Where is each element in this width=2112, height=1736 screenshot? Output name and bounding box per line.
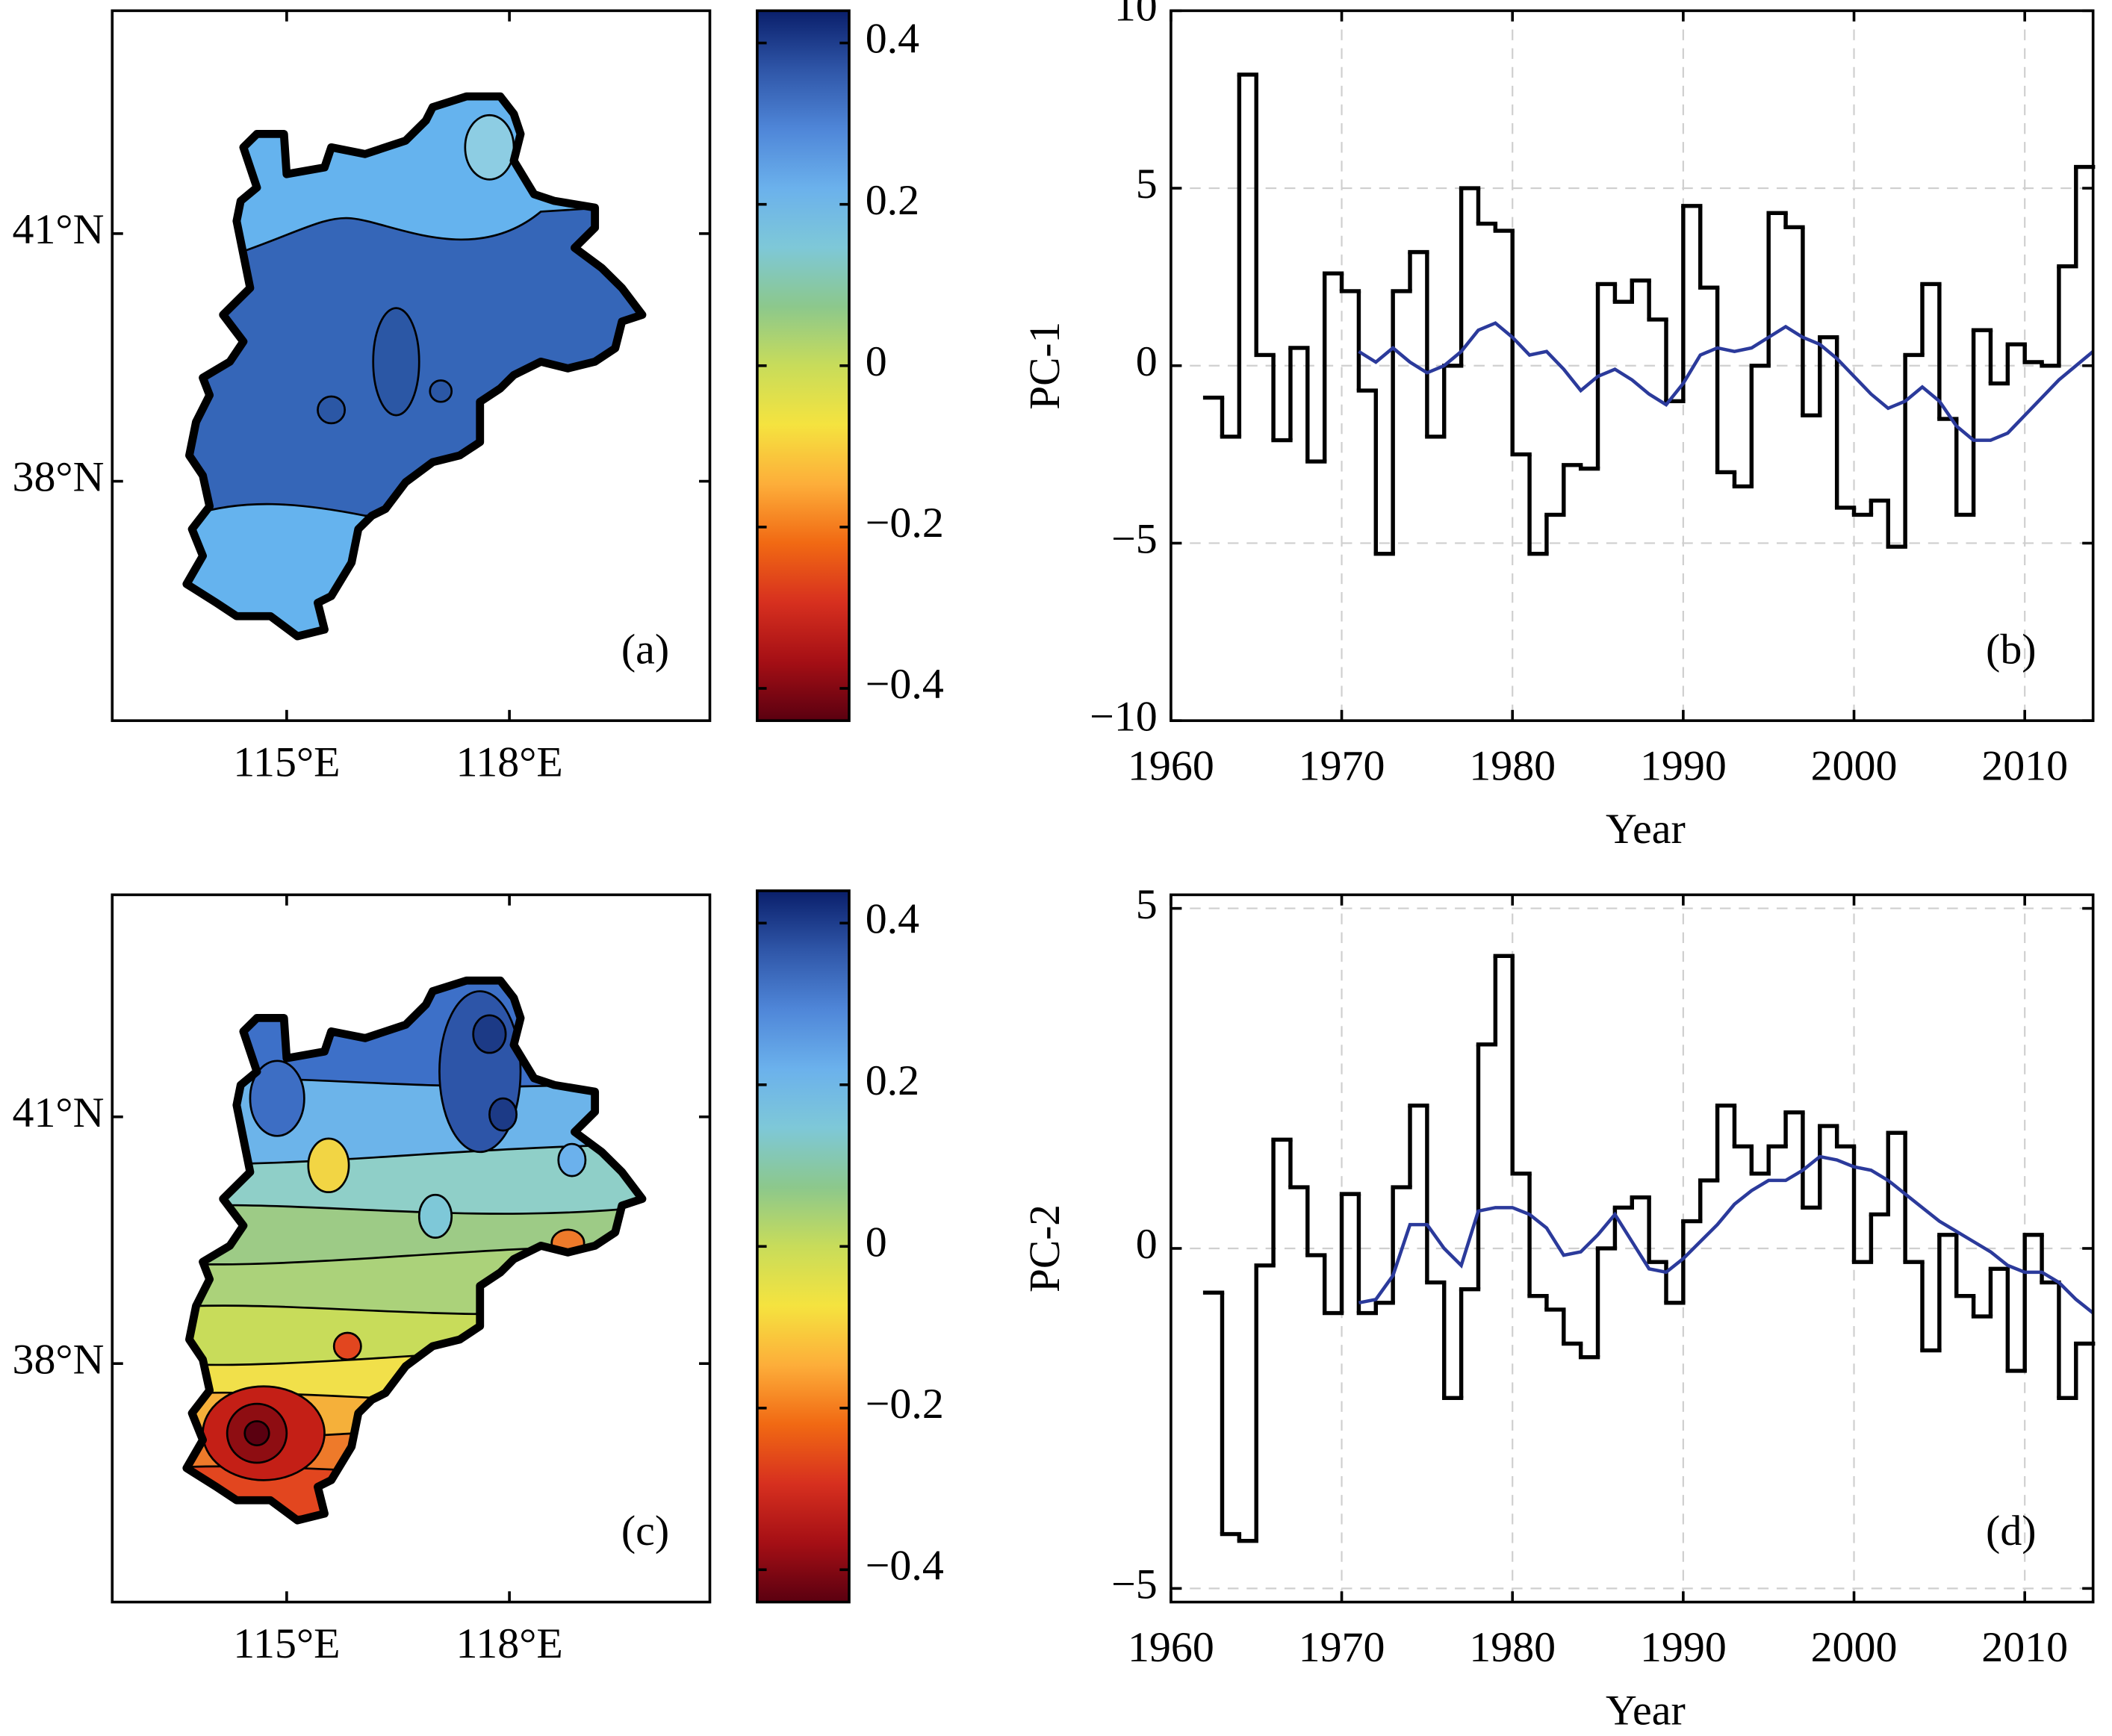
contour-region: [186, 1385, 642, 1521]
region-outline: [182, 92, 647, 641]
map-fill: [186, 96, 642, 637]
contour-region: [249, 1060, 305, 1137]
y-tick-label: 5: [1136, 881, 1158, 928]
colorbar-tick-label: −0.2: [866, 500, 944, 547]
y-tick-label: 41°N: [12, 206, 104, 253]
x-tick-label: 2010: [1981, 1624, 2068, 1671]
contour-region: [417, 1193, 453, 1239]
x-tick-label: 1990: [1640, 1624, 1727, 1671]
panel-label: (a): [621, 626, 669, 673]
x-tick-label: 1980: [1469, 1624, 1556, 1671]
contour-region: [186, 1499, 642, 1521]
y-tick-label: −5: [1111, 1561, 1158, 1608]
y-axis-label: PC-1: [1022, 322, 1069, 410]
colorbar-tick-label: 0.4: [866, 896, 919, 943]
x-tick-label: 118°E: [456, 1620, 562, 1667]
y-tick-label: 38°N: [12, 1337, 104, 1384]
x-tick-label: 1990: [1640, 743, 1727, 790]
smoothed-line: [1358, 321, 2095, 442]
colorbar: [756, 889, 851, 1604]
colorbar-tick-label: −0.4: [866, 661, 944, 708]
x-tick-label: 2000: [1811, 1624, 1898, 1671]
contour-region: [488, 1097, 518, 1132]
x-tick-label: 1960: [1128, 1624, 1214, 1671]
y-tick-label: 0: [1136, 338, 1158, 385]
x-tick-label: 115°E: [233, 1620, 340, 1667]
region-outline: [182, 976, 647, 1525]
x-tick-label: 115°E: [233, 739, 340, 786]
colorbar-tick-label: 0.2: [866, 1057, 919, 1104]
colorbar-tick-label: 0.4: [866, 16, 919, 63]
panel-label: (c): [621, 1508, 669, 1555]
y-tick-label: 10: [1114, 0, 1158, 30]
contour-region: [332, 1331, 362, 1361]
colorbar: [756, 9, 851, 722]
x-tick-label: 1980: [1469, 743, 1556, 790]
y-tick-label: 38°N: [12, 454, 104, 501]
contour-region: [372, 307, 420, 417]
x-tick-label: 1970: [1299, 1624, 1385, 1671]
colorbar-tick-label: 0.2: [866, 177, 919, 224]
y-axis-label: PC-2: [1022, 1204, 1069, 1292]
contour-region: [472, 1014, 507, 1054]
step-series: [1202, 72, 2096, 556]
contour-region: [557, 1142, 587, 1177]
contour-region: [317, 395, 347, 425]
y-tick-label: −5: [1111, 516, 1158, 563]
axes-frame: [111, 9, 712, 722]
y-tick-label: −10: [1090, 694, 1158, 741]
x-tick-label: 2000: [1811, 743, 1898, 790]
colorbar-tick-label: −0.4: [866, 1543, 944, 1590]
colorbar-tick-label: −0.2: [866, 1381, 944, 1428]
axes-frame: [111, 893, 712, 1604]
contour-region: [307, 1137, 350, 1193]
contour-region: [186, 1458, 642, 1521]
x-axis-label: Year: [1606, 806, 1686, 853]
step-series: [1202, 953, 2096, 1543]
panel-label: (d): [1986, 1508, 2037, 1555]
x-tick-label: 1960: [1128, 743, 1214, 790]
smoothed-line: [1358, 1154, 2095, 1315]
x-tick-label: 118°E: [456, 739, 562, 786]
x-tick-label: 1970: [1299, 743, 1385, 790]
x-tick-label: 2010: [1981, 743, 2068, 790]
x-axis-label: Year: [1606, 1687, 1686, 1735]
contour-region: [243, 1420, 270, 1447]
contour-region: [429, 379, 453, 403]
colorbar-tick-label: 0: [866, 338, 887, 385]
y-tick-label: 41°N: [12, 1089, 104, 1136]
contour-region: [464, 113, 515, 181]
y-tick-label: 0: [1136, 1221, 1158, 1268]
contour-region: [186, 1344, 642, 1521]
y-tick-label: 5: [1136, 161, 1158, 208]
panel-label: (b): [1986, 626, 2037, 673]
colorbar-tick-label: 0: [866, 1219, 887, 1266]
